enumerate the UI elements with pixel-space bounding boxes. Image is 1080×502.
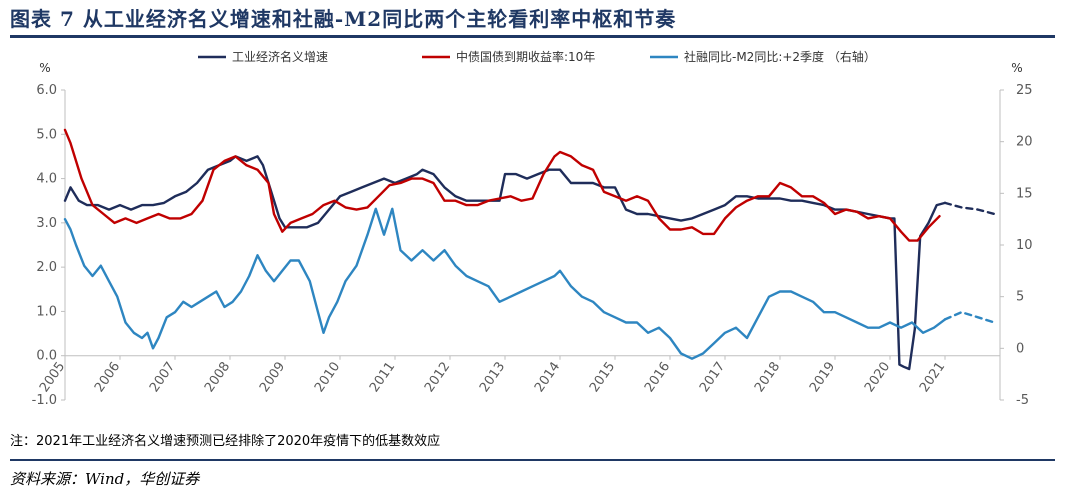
x-axis-tick-label: 2008 [202, 359, 233, 395]
chart: 工业经济名义增速 中债国债到期收益率:10年 社融同比-M2同比:+2季度 （右轴）… [32, 49, 1033, 408]
title-underline [10, 35, 1055, 38]
figure-title: 图表 7 从工业经济名义增速和社融-M2同比两个主轮看利率中枢和节奏 [10, 7, 677, 31]
x-axis-tick-label: 2018 [752, 359, 783, 395]
x-axis-tick-label: 2010 [312, 359, 343, 395]
right-axis-tick-label: 25 [1016, 83, 1033, 98]
x-axis-tick-label: 2009 [257, 359, 288, 395]
left-axis-unit: % [39, 61, 50, 75]
x-axis-tick-label: 2005 [37, 359, 68, 395]
x-axis-tick-label: 2012 [422, 359, 453, 395]
right-axis-unit: % [1011, 61, 1022, 75]
right-axis-tick-label: -5 [1016, 393, 1029, 408]
legend-label-1: 中债国债到期收益率:10年 [456, 49, 595, 64]
series-line-0 [63, 155, 947, 371]
left-axis-tick-label: 1.0 [36, 304, 57, 319]
right-axis-tick-label: 5 [1016, 290, 1024, 305]
x-axis-tick-label: 2019 [807, 359, 838, 395]
x-axis-tick-label: 2007 [147, 359, 178, 395]
x-axis-tick-label: 2013 [477, 359, 508, 395]
right-axis-tick-label: 15 [1016, 186, 1033, 201]
x-axis-tick-label: 2006 [92, 359, 123, 395]
left-axis-tick-label: -1.0 [32, 393, 57, 408]
series-line-1 [943, 201, 996, 216]
x-axis-tick-label: 2016 [642, 359, 673, 395]
x-axis-tick-label: 2015 [587, 359, 618, 395]
left-axis-tick-label: 3.0 [36, 216, 57, 231]
series-line-3 [63, 207, 947, 360]
series-line-2 [63, 128, 941, 242]
x-axis-tick-label: 2011 [367, 359, 398, 395]
series-layer [63, 128, 996, 371]
axes: -1.0 0.0 1.0 2.0 3.0 4.0 5.0 6.0 -5 0 5 10 15 20 25 200… [32, 83, 1033, 408]
source-rule [10, 459, 1055, 461]
left-axis-tick-label: 0.0 [36, 349, 57, 364]
left-axis-tick-label: 2.0 [36, 260, 57, 275]
x-axis-tick-label: 2017 [697, 359, 728, 395]
left-axis-tick-label: 5.0 [36, 127, 57, 142]
x-axis-tick-label: 2021 [917, 359, 948, 395]
legend-label-2: 社融同比-M2同比:+2季度 （右轴） [684, 49, 876, 64]
chart-note: 注：2021年工业经济名义增速预测已经排除了2020年疫情下的低基数效应 [10, 434, 441, 449]
legend: 工业经济名义增速 中债国债到期收益率:10年 社融同比-M2同比:+2季度 （右轴） [198, 49, 876, 64]
left-axis-tick-label: 6.0 [36, 83, 57, 98]
legend-label-0: 工业经济名义增速 [232, 49, 328, 64]
series-line-4 [943, 311, 996, 324]
left-axis-tick-label: 4.0 [36, 172, 57, 187]
x-axis-tick-label: 2020 [862, 359, 893, 395]
source-line: 资料来源：Wind，华创证券 [10, 470, 200, 488]
right-axis-tick-label: 10 [1016, 238, 1033, 253]
right-axis-tick-label: 20 [1016, 135, 1033, 150]
right-axis-tick-label: 0 [1016, 341, 1024, 356]
x-axis-tick-label: 2014 [532, 359, 563, 395]
